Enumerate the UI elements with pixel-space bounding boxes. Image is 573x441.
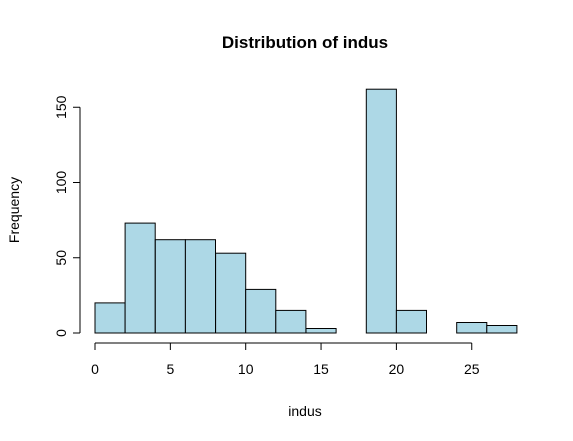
histogram-bar-26-28	[486, 325, 518, 334]
histogram-bar-10-12	[245, 288, 277, 334]
histogram-bar-18-20	[365, 88, 397, 334]
histogram-bar-12-14	[275, 309, 307, 334]
x-axis: 0 5 10 15 20 25	[91, 342, 480, 377]
x-tick-label-15: 15	[313, 361, 329, 377]
y-axis: 0 50 100 150	[53, 95, 81, 337]
histogram-bar-4-6	[154, 239, 186, 334]
x-tick-label-10: 10	[238, 361, 254, 377]
histogram-bar-24-26	[456, 322, 488, 334]
histogram-bar-0-2	[94, 302, 126, 334]
histogram-bar-6-8	[184, 239, 216, 334]
x-axis-label: indus	[288, 403, 321, 419]
y-tick-label-150: 150	[53, 95, 69, 119]
histogram-bar-14-16	[305, 328, 337, 334]
bars-group	[94, 88, 518, 334]
y-axis-label: Frequency	[6, 177, 22, 243]
y-tick-label-0: 0	[53, 329, 69, 337]
y-tick-label-50: 50	[53, 250, 69, 266]
chart-title: Distribution of indus	[222, 33, 388, 52]
histogram-bar-8-10	[215, 252, 247, 334]
x-tick-label-5: 5	[166, 361, 174, 377]
x-tick-label-0: 0	[91, 361, 99, 377]
y-tick-label-100: 100	[53, 171, 69, 195]
x-tick-label-20: 20	[389, 361, 405, 377]
histogram-bar-2-4	[124, 222, 156, 334]
histogram-bar-20-22	[395, 309, 427, 334]
x-tick-label-25: 25	[464, 361, 480, 377]
